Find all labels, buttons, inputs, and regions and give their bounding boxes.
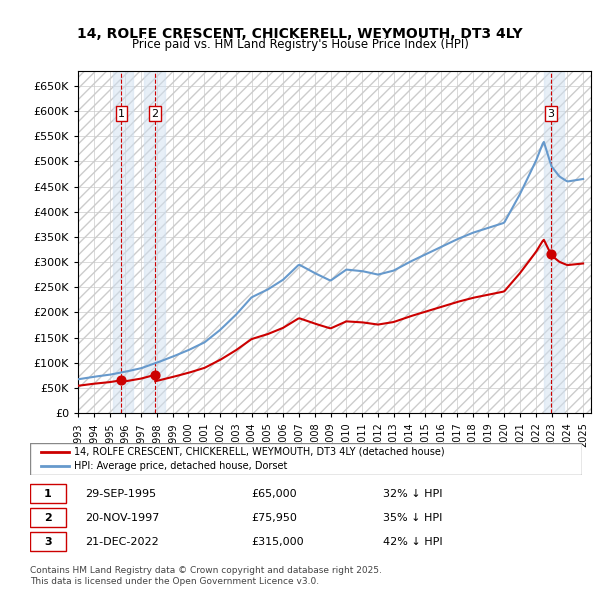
- FancyBboxPatch shape: [30, 484, 66, 503]
- Text: 3: 3: [548, 109, 554, 119]
- Point: [151, 370, 160, 379]
- Text: 35% ↓ HPI: 35% ↓ HPI: [383, 513, 443, 523]
- Text: 2: 2: [44, 513, 52, 523]
- Text: 32% ↓ HPI: 32% ↓ HPI: [383, 489, 443, 499]
- Text: 1: 1: [118, 109, 125, 119]
- FancyBboxPatch shape: [30, 508, 66, 527]
- Text: 20-NOV-1997: 20-NOV-1997: [85, 513, 160, 523]
- Bar: [544, 71, 564, 413]
- Text: 2: 2: [152, 109, 159, 119]
- Text: £75,950: £75,950: [251, 513, 296, 523]
- Point: [116, 376, 126, 385]
- Text: 14, ROLFE CRESCENT, CHICKERELL, WEYMOUTH, DT3 4LY: 14, ROLFE CRESCENT, CHICKERELL, WEYMOUTH…: [77, 27, 523, 41]
- Text: 3: 3: [44, 537, 52, 546]
- Text: £315,000: £315,000: [251, 537, 304, 546]
- Bar: [144, 71, 165, 413]
- FancyBboxPatch shape: [30, 442, 582, 475]
- Text: 14, ROLFE CRESCENT, CHICKERELL, WEYMOUTH, DT3 4LY (detached house): 14, ROLFE CRESCENT, CHICKERELL, WEYMOUTH…: [74, 447, 445, 457]
- Text: Contains HM Land Registry data © Crown copyright and database right 2025.
This d: Contains HM Land Registry data © Crown c…: [30, 566, 382, 586]
- Bar: [113, 71, 133, 413]
- Text: 42% ↓ HPI: 42% ↓ HPI: [383, 537, 443, 546]
- Text: Price paid vs. HM Land Registry's House Price Index (HPI): Price paid vs. HM Land Registry's House …: [131, 38, 469, 51]
- Text: 29-SEP-1995: 29-SEP-1995: [85, 489, 157, 499]
- Text: 1: 1: [44, 489, 52, 499]
- Text: £65,000: £65,000: [251, 489, 296, 499]
- Text: 21-DEC-2022: 21-DEC-2022: [85, 537, 159, 546]
- Text: HPI: Average price, detached house, Dorset: HPI: Average price, detached house, Dors…: [74, 461, 287, 471]
- Point: [546, 250, 556, 259]
- FancyBboxPatch shape: [30, 532, 66, 551]
